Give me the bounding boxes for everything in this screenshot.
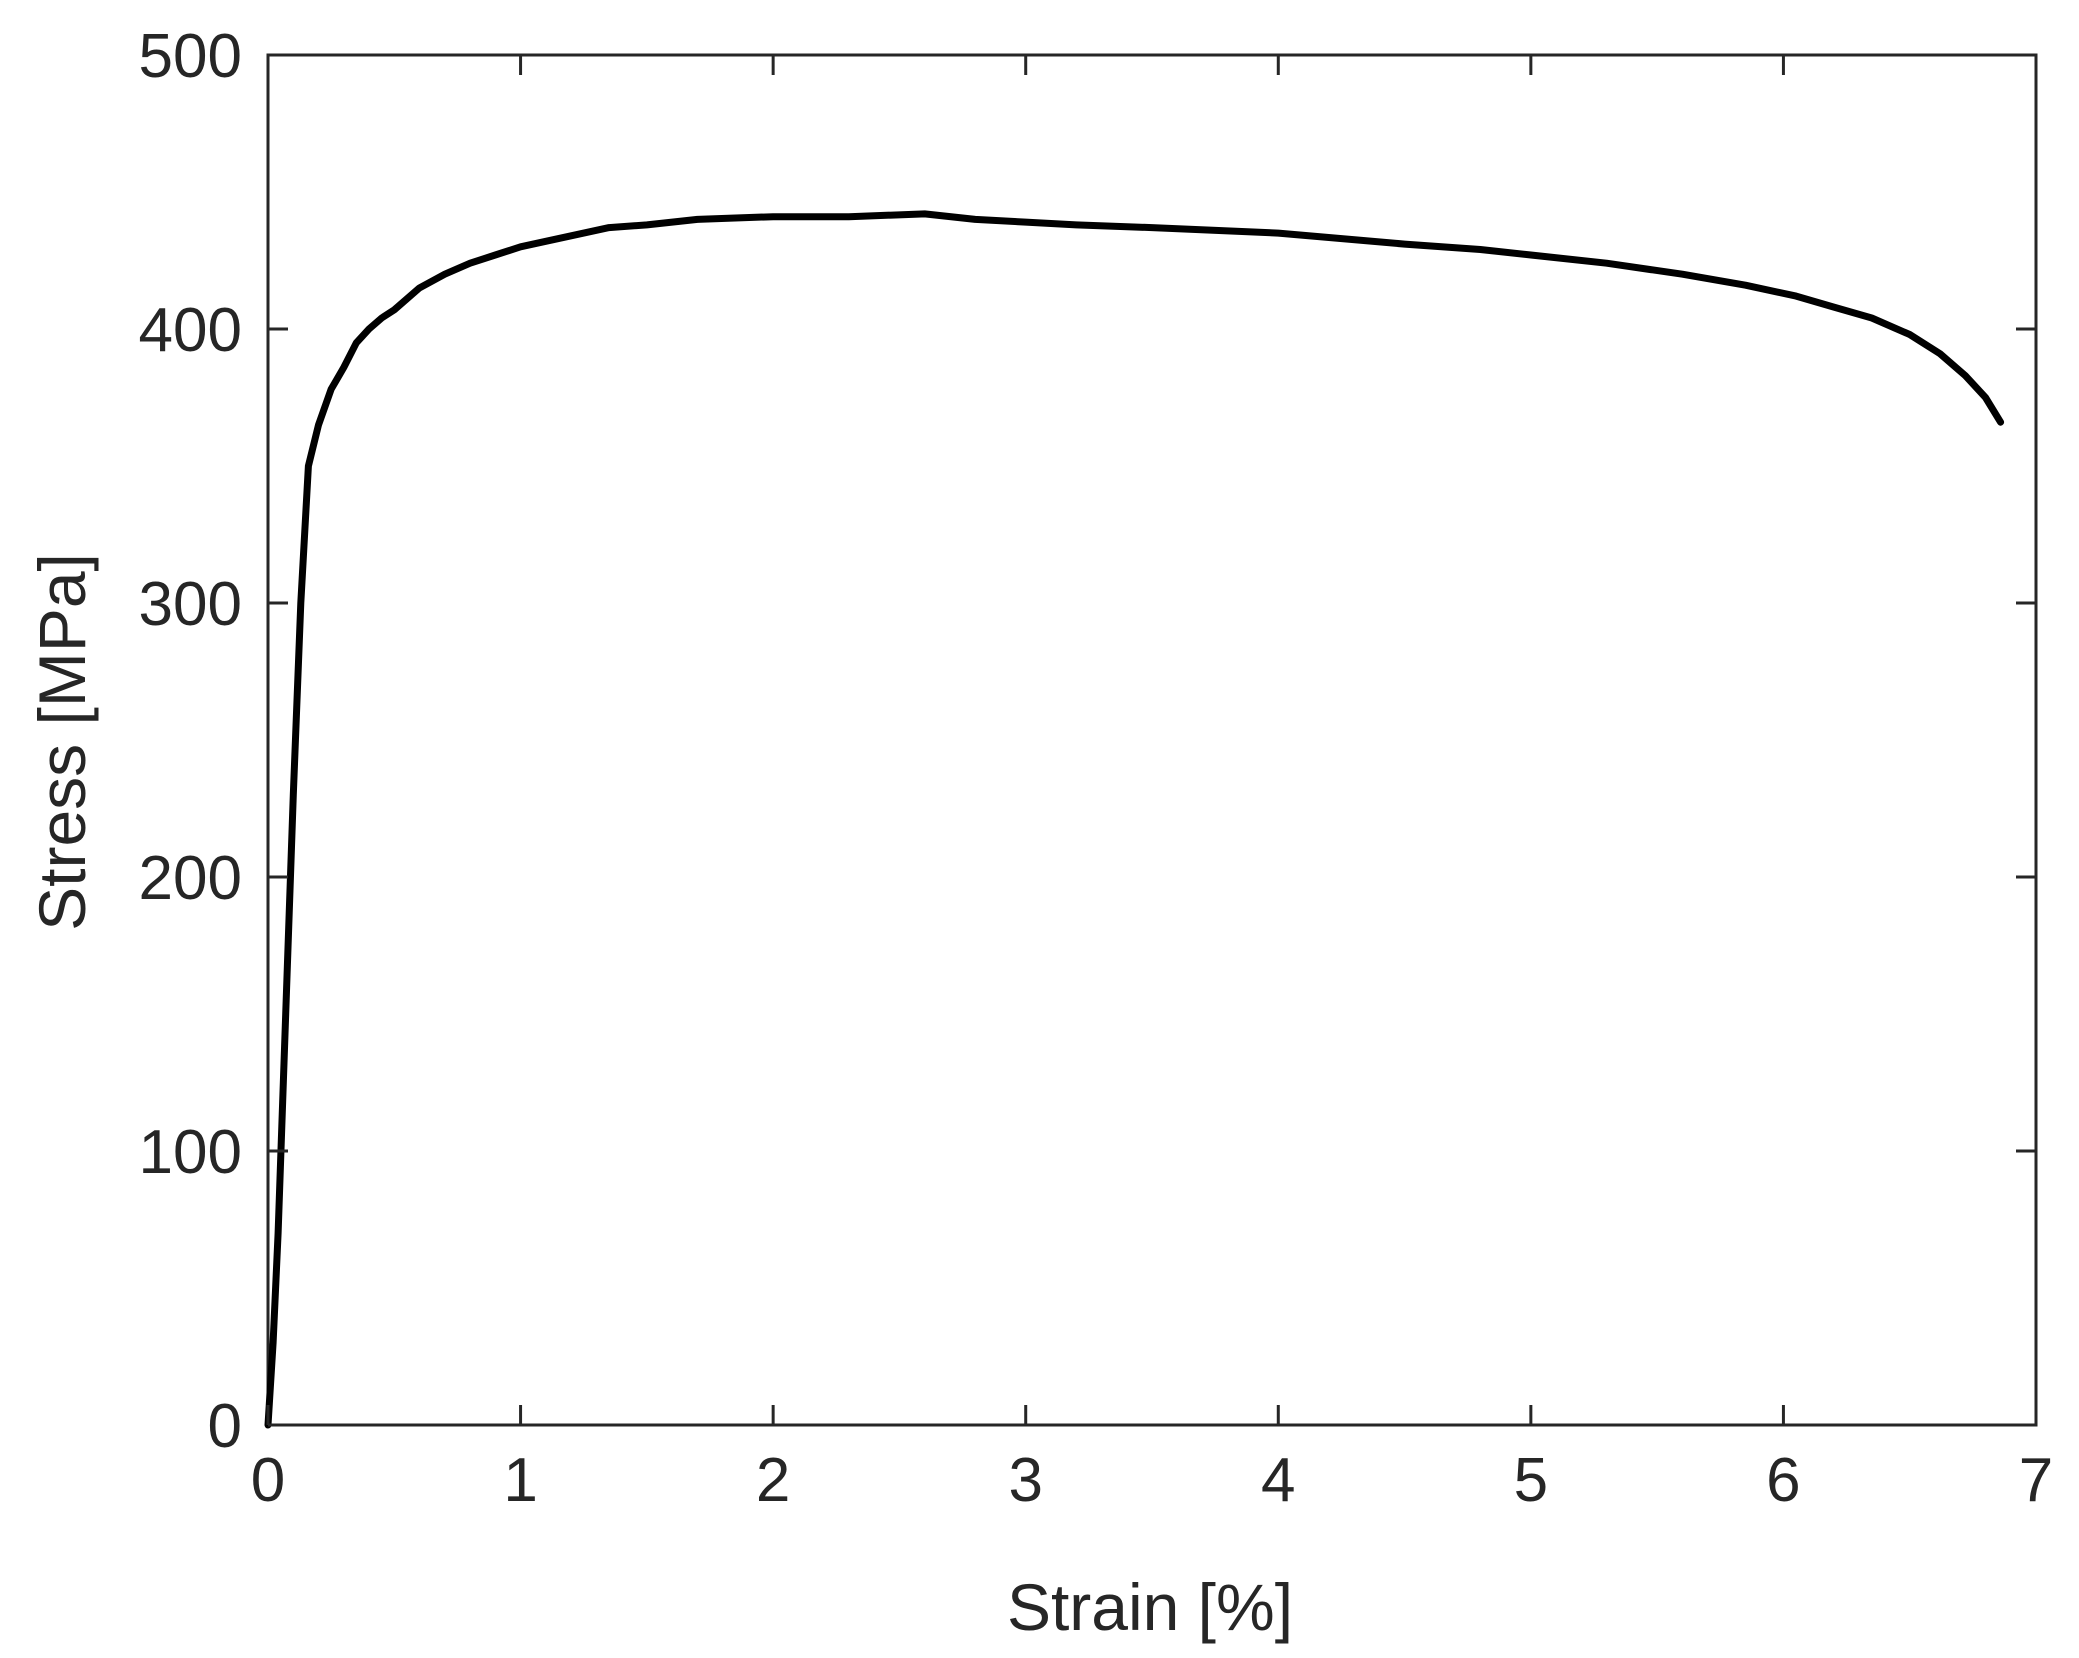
x-tick-label: 5 [1514, 1446, 1548, 1515]
x-tick-label: 0 [251, 1446, 285, 1515]
y-tick-label: 300 [139, 570, 242, 639]
y-tick-label: 500 [139, 22, 242, 91]
plot-area [264, 53, 2038, 1429]
x-tick-label: 1 [503, 1446, 537, 1515]
x-tick-label: 6 [1766, 1446, 1800, 1515]
y-axis-label: Stress [MPa] [25, 553, 99, 931]
x-axis-ticks: 0 1 2 3 4 5 6 7 [251, 55, 2053, 1515]
x-tick-label: 2 [756, 1446, 790, 1515]
y-tick-label: 400 [139, 296, 242, 365]
x-tick-label: 4 [1261, 1446, 1295, 1515]
y-tick-label: 200 [139, 844, 242, 913]
y-tick-label: 0 [208, 1392, 242, 1461]
x-tick-label: 7 [2019, 1446, 2053, 1515]
stress-strain-curve [264, 210, 2005, 1429]
y-axis-ticks: 0 100 200 300 400 500 [139, 22, 2036, 1461]
x-tick-label: 3 [1008, 1446, 1042, 1515]
plot-frame [266, 53, 2038, 1427]
x-axis-label: Strain [%] [1007, 1570, 1293, 1644]
y-tick-label: 100 [139, 1118, 242, 1187]
